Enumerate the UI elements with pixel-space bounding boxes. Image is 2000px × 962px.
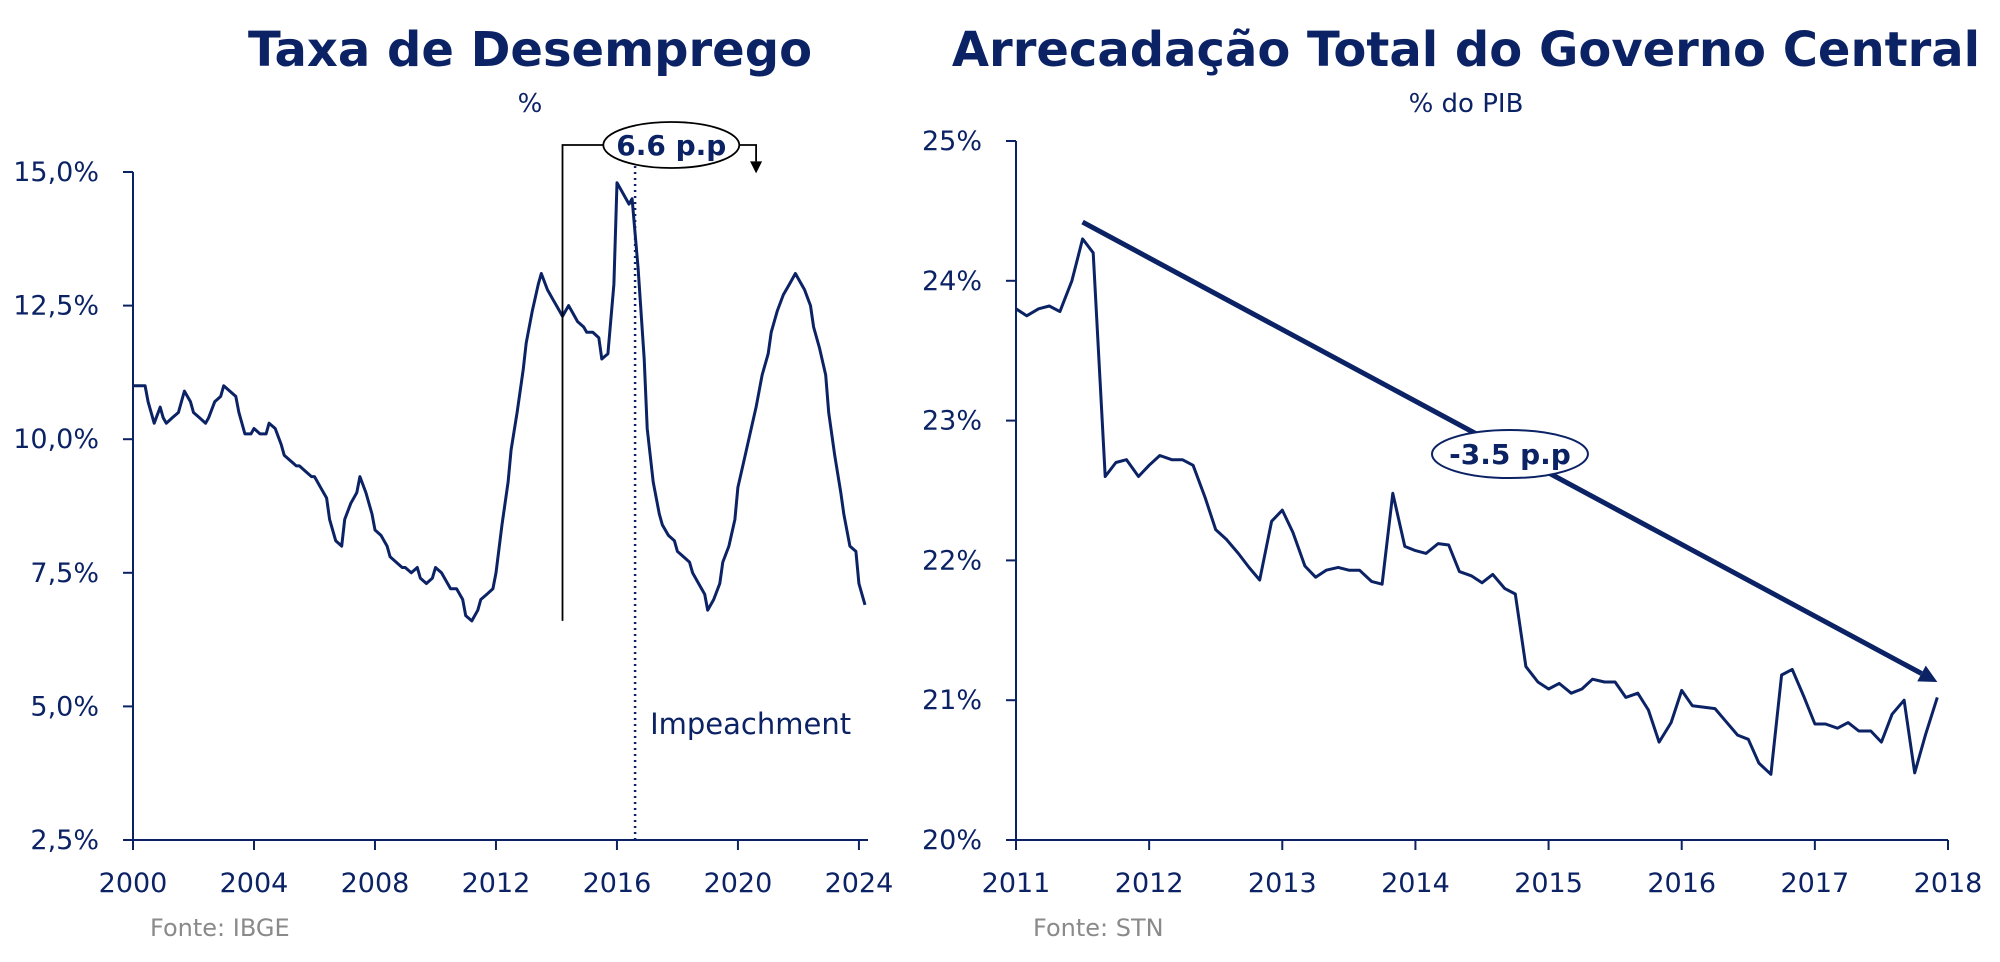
source-note: Fonte: IBGE [150,914,290,942]
y-tick-label: 2,5% [30,825,99,856]
trend-arrowhead [1917,665,1938,683]
y-tick-label: 5,0% [30,691,99,722]
y-tick-label: 15,0% [13,157,99,188]
x-tick-label: 2014 [1381,868,1450,899]
unemployment-chart: Taxa de Desemprego % Fonte: IBGE 2,5% 5,0… [13,22,893,942]
y-tick-label: 10,0% [13,424,99,455]
chart-subtitle: % [518,89,543,119]
bracket-label-ellipse [602,121,741,169]
x-tick-label: 2020 [704,868,773,899]
x-tick-label: 2011 [982,868,1051,899]
source-note: Fonte: STN [1033,914,1164,942]
chart-subtitle: % do PIB [1409,89,1524,119]
y-tick-label: 25% [922,126,982,157]
bracket-arrowhead [750,161,763,174]
trend-label-ellipse [1430,429,1589,480]
x-tick-label: 2012 [1115,868,1184,899]
x-tick-label: 2024 [825,868,894,899]
series-line [133,181,867,623]
x-tick-label: 2013 [1248,868,1317,899]
y-tick-label: 21% [922,685,982,716]
x-tick-label: 2016 [583,868,652,899]
x-tick-label: 2017 [1780,868,1849,899]
y-tick-label: 23% [922,406,982,437]
series-line [1015,237,1939,776]
x-tick-label: 2016 [1647,868,1716,899]
trend-label: -3.5 p.p [1449,438,1571,471]
event-label: Impeachment [650,707,851,741]
y-tick-label: 22% [922,545,982,576]
chart-title: Arrecadação Total do Governo Central [952,22,1980,78]
x-tick-label: 2018 [1914,868,1983,899]
x-tick-label: 2012 [462,868,531,899]
y-tick-label: 12,5% [13,291,99,322]
x-tick-label: 2015 [1514,868,1583,899]
y-tick-label: 7,5% [30,558,99,589]
y-tick-label: 20% [922,825,982,856]
x-tick-label: 2000 [99,868,168,899]
y-tick-label: 24% [922,266,982,297]
chart-title: Taxa de Desemprego [248,22,812,78]
revenue-chart: Arrecadação Total do Governo Central % d… [922,22,1982,942]
bracket-label: 6.6 p.p [616,129,726,162]
x-tick-label: 2008 [341,868,410,899]
x-tick-label: 2004 [220,868,289,899]
